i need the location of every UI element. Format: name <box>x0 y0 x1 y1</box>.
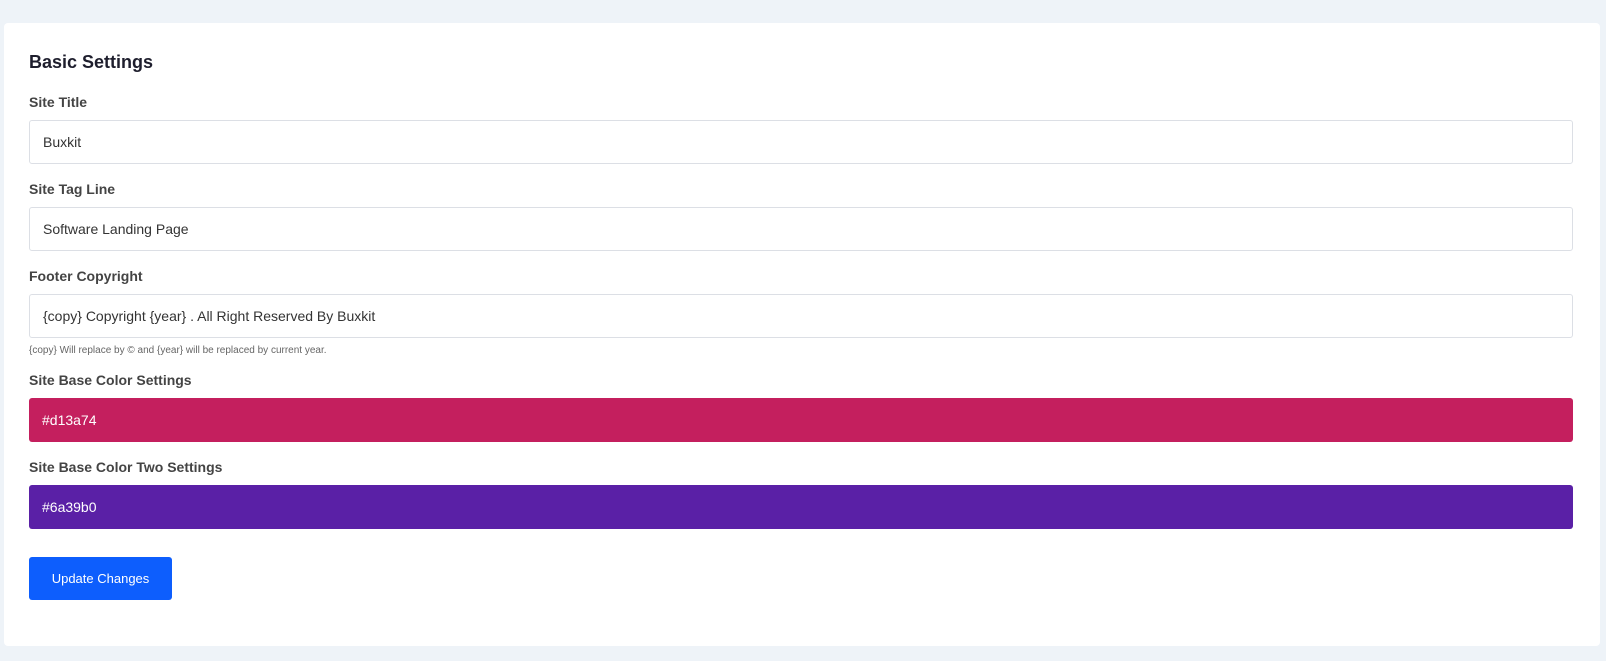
site-tag-line-label: Site Tag Line <box>29 181 116 197</box>
footer-copyright-label: Footer Copyright <box>29 268 143 284</box>
site-tag-line-group: Site Tag Line <box>29 180 1575 251</box>
base-color-two-group: Site Base Color Two Settings <box>29 458 1575 529</box>
base-color-label: Site Base Color Settings <box>29 372 192 388</box>
footer-copyright-input[interactable] <box>29 294 1573 338</box>
site-title-input[interactable] <box>29 120 1573 164</box>
site-tag-line-input[interactable] <box>29 207 1573 251</box>
base-color-input[interactable] <box>29 398 1573 442</box>
footer-copyright-help: {copy} Will replace by © and {year} will… <box>29 345 327 356</box>
footer-copyright-group: Footer Copyright {copy} Will replace by … <box>29 267 1575 357</box>
card-title: Basic Settings <box>29 52 154 72</box>
base-color-two-label: Site Base Color Two Settings <box>29 459 223 475</box>
update-changes-button[interactable]: Update Changes <box>29 557 172 600</box>
site-title-group: Site Title <box>29 93 1575 164</box>
base-color-two-input[interactable] <box>29 485 1573 529</box>
base-color-group: Site Base Color Settings <box>29 371 1575 442</box>
site-title-label: Site Title <box>29 94 88 110</box>
basic-settings-card: Basic Settings Site Title Site Tag Line … <box>4 23 1600 646</box>
